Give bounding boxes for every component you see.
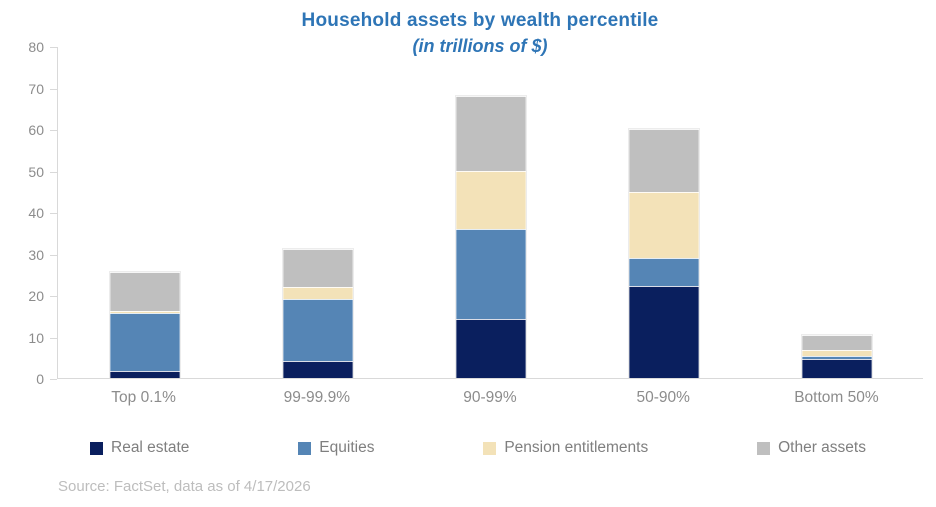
bar-segment [109,272,180,311]
legend-label: Real estate [111,439,190,456]
bar-stack [455,95,526,378]
y-tick-label: 50 [28,163,44,180]
bar-segment [282,360,353,378]
chart-subtitle: (in trillions of $) [412,36,548,56]
bar-slot [577,47,750,378]
bar-segment [282,298,353,361]
source-note: Source: FactSet, data as of 4/17/2026 [58,478,311,495]
bar-segment [801,334,872,351]
y-tick-mark [50,337,57,339]
y-axis: 0 10 20 30 40 50 60 70 80 [0,39,57,387]
bar-stack [282,248,353,378]
legend: Real estate Equities Pension entitlements O… [90,439,866,457]
x-category-label: Bottom 50% [794,389,879,406]
bar-stack [109,272,180,378]
bar-segment [109,370,180,378]
y-tick-mark [50,254,57,256]
bar-slot [404,47,577,378]
legend-label: Other assets [778,439,866,456]
bar-slot [750,47,923,378]
y-tick-label: 0 [36,371,44,387]
bars-container [58,47,923,378]
bar-slot [231,47,404,378]
y-tick-label: 10 [28,329,44,346]
y-tick-mark [50,213,57,214]
y-tick-label: 40 [28,205,44,221]
legend-item: Other assets [757,439,866,457]
plot-area [57,47,923,379]
bar-segment [455,170,526,229]
x-category-label: 90-99% [463,389,517,406]
legend-item: Equities [298,439,374,457]
legend-swatch [757,441,771,455]
chart-title: Household assets by wealth percentile [301,10,659,31]
y-tick-label: 70 [28,80,44,97]
bar-segment [109,313,180,371]
bar-segment [628,191,699,259]
y-tick-mark [50,296,57,297]
bar-segment [628,285,699,378]
y-tick-mark [50,171,57,173]
bar-stack [628,128,699,378]
bar-segment [282,248,353,288]
y-tick-label: 80 [28,39,44,55]
legend-swatch [90,441,103,455]
bar-segment [455,318,526,378]
x-category-label: 99-99.9% [283,389,350,406]
x-category-label: Top 0.1% [111,389,176,406]
legend-swatch [298,441,312,455]
y-tick-label: 60 [28,122,44,138]
x-axis-labels: Top 0.1% 99-99.9% 90-99% 50-90% Bottom 50% [57,389,923,407]
y-tick-label: 30 [28,246,44,263]
y-tick-mark [50,379,57,380]
bar-segment [628,128,699,192]
legend-label: Pension entitlements [504,439,649,456]
bar-segment [801,359,872,378]
legend-item: Pension entitlements [483,439,648,457]
bar-segment [801,356,872,360]
bar-segment [455,228,526,319]
bar-slot [58,47,231,378]
legend-label: Equities [319,439,375,456]
bar-segment [801,350,872,357]
y-tick-mark [50,47,57,48]
x-category-label: 50-90% [636,389,690,406]
bar-segment [628,258,699,286]
legend-item: Real estate [90,439,189,457]
y-tick-label: 20 [28,288,44,304]
bar-segment [455,95,526,171]
bar-segment [282,287,353,299]
y-tick-mark [50,130,57,131]
bar-stack [801,334,872,378]
legend-swatch [483,441,497,455]
bar-segment [109,310,180,314]
y-tick-mark [50,88,57,90]
